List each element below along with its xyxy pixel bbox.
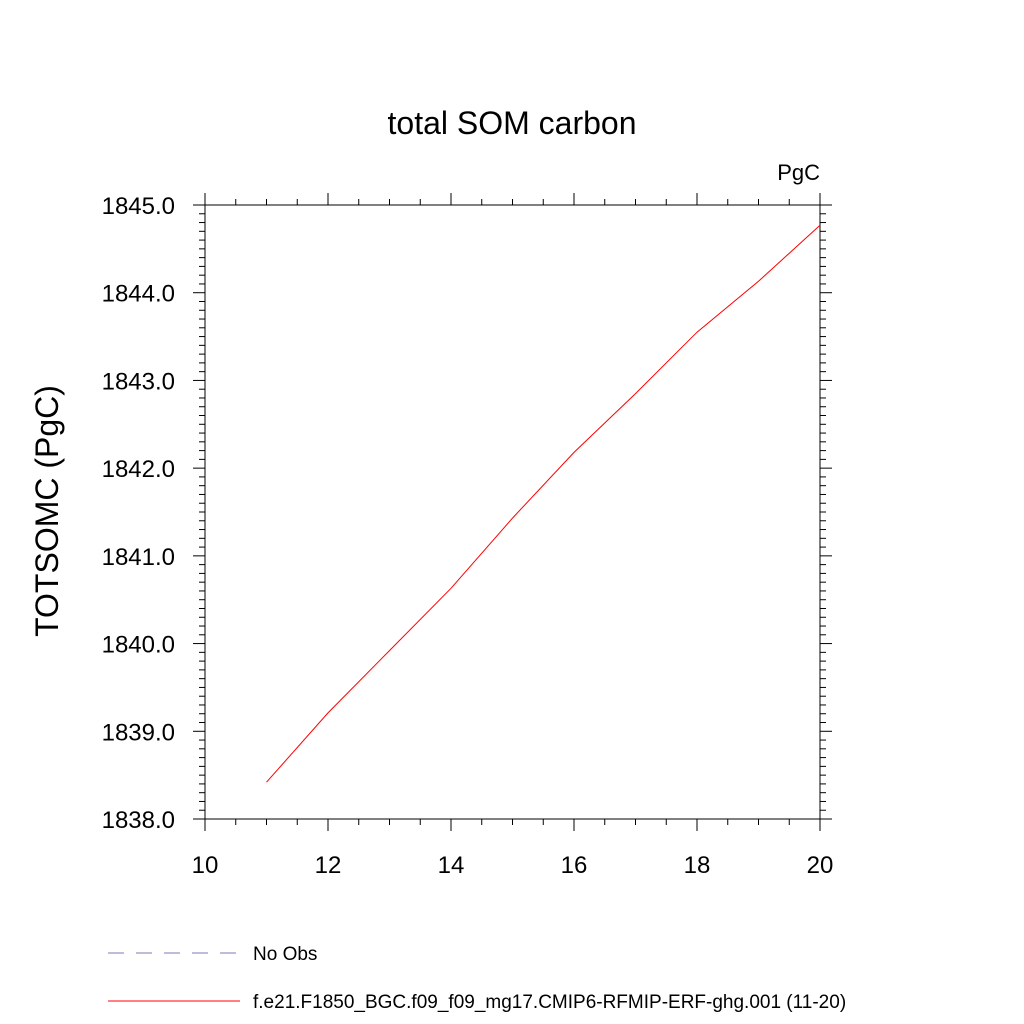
- y-tick-label: 1838.0: [102, 807, 175, 834]
- series-line: [266, 224, 821, 783]
- y-tick-label: 1845.0: [102, 193, 175, 220]
- y-tick-label: 1844.0: [102, 281, 175, 308]
- y-axis-title: TOTSOMC (PgC): [29, 385, 65, 637]
- y-axis-ticks: [193, 204, 832, 820]
- legend-label: No Obs: [253, 944, 317, 965]
- legend: No Obs f.e21.F1850_BGC.f09_f09_mg17.CMIP6…: [108, 944, 846, 1013]
- y-tick-label: 1840.0: [102, 632, 175, 659]
- plot-frame: [204, 204, 821, 820]
- x-tick-label: 14: [438, 852, 465, 879]
- x-tick-label: 20: [807, 852, 834, 879]
- y-tick-label: 1839.0: [102, 719, 175, 746]
- units-label: PgC: [777, 160, 820, 185]
- y-tick-label: 1843.0: [102, 368, 175, 395]
- chart-title: total SOM carbon: [388, 105, 637, 141]
- y-tick-label: 1841.0: [102, 544, 175, 571]
- x-tick-label: 10: [192, 852, 219, 879]
- y-tick-label: 1842.0: [102, 456, 175, 483]
- y-axis-tick-labels: 1838.0 1839.0 1840.0 1841.0 1842.0 1843.0 1844…: [102, 193, 175, 834]
- x-axis-tick-labels: 10 12 14 16 18 20: [192, 852, 834, 879]
- series-layer: [266, 224, 821, 783]
- x-axis-ticks: [204, 193, 821, 831]
- x-tick-label: 16: [561, 852, 588, 879]
- x-tick-label: 18: [684, 852, 711, 879]
- legend-label: f.e21.F1850_BGC.f09_f09_mg17.CMIP6-RFMIP…: [253, 992, 846, 1013]
- x-tick-label: 12: [315, 852, 342, 879]
